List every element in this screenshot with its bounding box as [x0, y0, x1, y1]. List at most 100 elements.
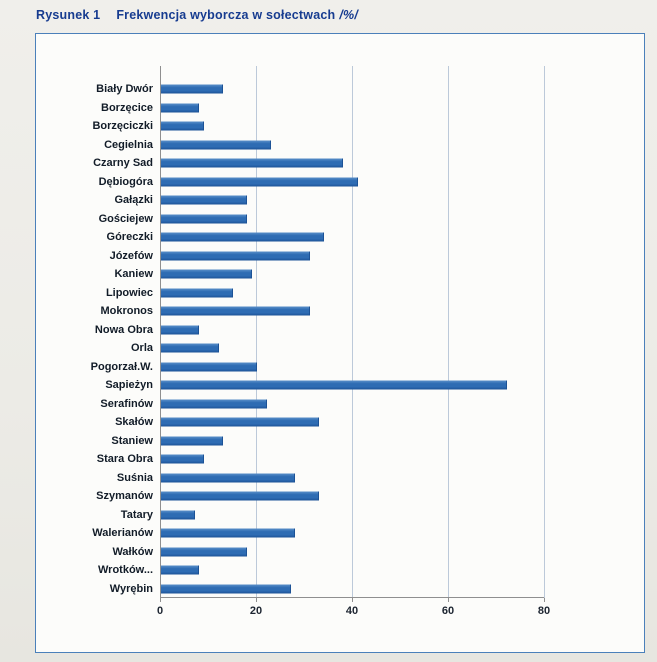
category-label: Wrotków... — [98, 564, 153, 577]
bar-row: Walerianów — [36, 524, 644, 543]
figure-label: Rysunek 1 — [36, 8, 101, 22]
bar — [161, 343, 219, 353]
bar — [161, 454, 205, 464]
bar-track — [160, 339, 544, 358]
bar-row: Sapieżyn — [36, 376, 644, 395]
bar-track — [160, 487, 544, 506]
gridline — [352, 66, 353, 598]
category-label: Gałązki — [114, 194, 153, 207]
bar — [161, 84, 224, 94]
bar-track — [160, 191, 544, 210]
bar-row: Borzęcice — [36, 99, 644, 118]
bar-track — [160, 413, 544, 432]
bar-row: Serafinów — [36, 395, 644, 414]
bar-track — [160, 432, 544, 451]
bar-track — [160, 265, 544, 284]
bar — [161, 565, 200, 575]
figure-title: Rysunek 1 Frekwencja wyborcza w sołectwac… — [36, 8, 358, 22]
category-label: Borzęcice — [101, 101, 153, 114]
bar-row: Orla — [36, 339, 644, 358]
category-label: Cegielnia — [104, 138, 153, 151]
bar — [161, 362, 257, 372]
gridline — [448, 66, 449, 598]
category-label: Skałów — [115, 416, 153, 429]
bar-track — [160, 154, 544, 173]
bar-row: Lipowiec — [36, 284, 644, 303]
bar-row: Nowa Obra — [36, 321, 644, 340]
bar — [161, 380, 507, 390]
bar — [161, 306, 310, 316]
y-axis-line — [160, 66, 161, 598]
bar-track — [160, 561, 544, 580]
category-label: Dębiogóra — [98, 175, 153, 188]
bar-track — [160, 173, 544, 192]
bar — [161, 547, 248, 557]
bar-track — [160, 136, 544, 155]
category-label: Serafinów — [100, 397, 153, 410]
category-label: Czarny Sad — [93, 157, 153, 170]
category-label: Pogorzał.W. — [90, 360, 153, 373]
bar-track — [160, 99, 544, 118]
bar-track — [160, 80, 544, 99]
category-label: Sapieżyn — [105, 379, 153, 392]
x-tick-label: 40 — [345, 605, 359, 617]
bar — [161, 528, 296, 538]
bar-track — [160, 228, 544, 247]
gridline — [544, 66, 545, 598]
bar — [161, 121, 205, 131]
bar — [161, 269, 253, 279]
bar — [161, 584, 291, 594]
bar — [161, 473, 296, 483]
x-tick-label: 0 — [156, 605, 164, 617]
bar-track — [160, 580, 544, 599]
bar-track — [160, 524, 544, 543]
bar — [161, 214, 248, 224]
bar-row: Biały Dwór — [36, 80, 644, 99]
x-axis-tick — [352, 598, 353, 602]
bar — [161, 251, 310, 261]
bar — [161, 417, 320, 427]
bar-row: Pogorzał.W. — [36, 358, 644, 377]
category-label: Suśnia — [116, 471, 153, 484]
x-axis-tick — [160, 598, 161, 602]
category-label: Mokronos — [100, 305, 153, 318]
bar-row: Kaniew — [36, 265, 644, 284]
category-label: Kaniew — [114, 268, 153, 281]
bar — [161, 288, 233, 298]
bar-row: Szymanów — [36, 487, 644, 506]
category-label: Nowa Obra — [94, 323, 153, 336]
bar-row: Gościejew — [36, 210, 644, 229]
category-label: Gościejew — [98, 212, 153, 225]
bar-track — [160, 376, 544, 395]
bar-track — [160, 506, 544, 525]
bar-row: Tatary — [36, 506, 644, 525]
category-label: Borzęciczki — [92, 120, 153, 133]
bar-row: Czarny Sad — [36, 154, 644, 173]
bar — [161, 325, 200, 335]
bar-track — [160, 395, 544, 414]
category-label: Józefów — [109, 249, 153, 262]
bar-row: Stara Obra — [36, 450, 644, 469]
bar-row: Staniew — [36, 432, 644, 451]
category-label: Lipowiec — [105, 286, 153, 299]
bar-track — [160, 469, 544, 488]
bar — [161, 158, 344, 168]
bar-row: Mokronos — [36, 302, 644, 321]
x-axis-tick-labels: 0 20 40 60 80 — [36, 605, 644, 623]
bar — [161, 491, 320, 501]
category-label: Szymanów — [96, 490, 153, 503]
bar-row: Wyrębin — [36, 580, 644, 599]
bar-row: Dębiogóra — [36, 173, 644, 192]
x-axis-tick — [256, 598, 257, 602]
bar-track — [160, 117, 544, 136]
bar-track — [160, 302, 544, 321]
bar — [161, 399, 267, 409]
bar-row: Gałązki — [36, 191, 644, 210]
bar-row: Wrotków... — [36, 561, 644, 580]
bar-row: Cegielnia — [36, 136, 644, 155]
bar — [161, 177, 358, 187]
bar — [161, 232, 325, 242]
bar-row: Suśnia — [36, 469, 644, 488]
bar-row: Borzęciczki — [36, 117, 644, 136]
